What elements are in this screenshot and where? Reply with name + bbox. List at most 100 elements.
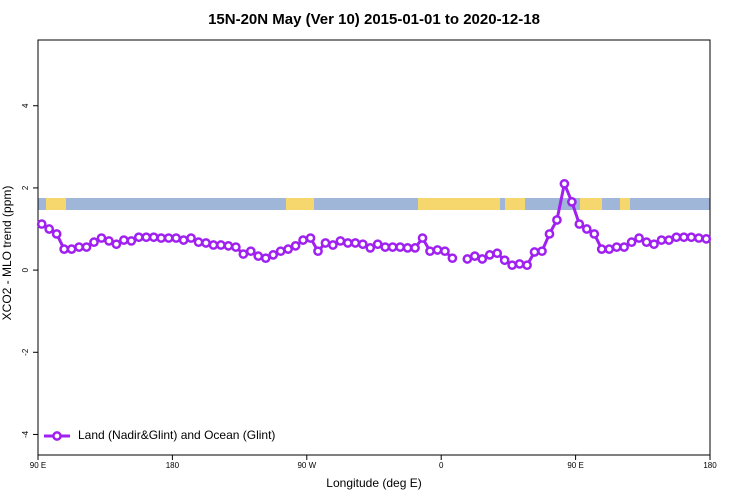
data-point [492, 248, 503, 259]
data-point [514, 259, 525, 269]
data-point [626, 237, 637, 248]
data-point [372, 239, 383, 250]
data-point [290, 241, 301, 251]
data-point [163, 233, 174, 243]
data-point [216, 240, 226, 250]
data-point [499, 255, 510, 266]
data-point [432, 245, 443, 255]
x-tick-label: 180 [166, 461, 180, 470]
plot-frame [37, 39, 711, 456]
data-point [477, 254, 488, 264]
data-point [328, 240, 338, 250]
data-point [231, 242, 241, 252]
data-point [223, 241, 234, 251]
data-point [664, 235, 674, 245]
data-point [686, 232, 697, 243]
data-point [619, 242, 629, 252]
data-point [104, 236, 114, 246]
data-point [119, 235, 129, 245]
data-point [201, 238, 211, 248]
data-point [313, 246, 323, 257]
data-point [126, 236, 137, 246]
data-point [656, 235, 667, 245]
data-point [133, 232, 144, 243]
data-point [596, 244, 607, 254]
data-point [537, 246, 547, 257]
y-tick-label: 4 [21, 103, 30, 108]
data-point [544, 229, 555, 239]
data-point [649, 239, 659, 250]
data-point [581, 224, 592, 234]
data-point [111, 239, 122, 250]
data-point [462, 254, 473, 264]
data-point [507, 260, 517, 271]
data-point [260, 253, 271, 264]
data-point [693, 233, 704, 243]
data-point [529, 247, 540, 257]
data-point [208, 240, 219, 250]
data-point [148, 232, 159, 243]
data-point [425, 246, 435, 257]
data-point [81, 242, 92, 252]
legend-label: Land (Nadir&Glint) and Ocean (Glint) [78, 428, 275, 442]
data-point [589, 229, 600, 239]
data-point [156, 233, 167, 243]
data-point [186, 233, 196, 243]
data-point [447, 253, 458, 264]
data-point [641, 237, 652, 248]
x-tick-label: 90 E [567, 461, 583, 470]
data-point [365, 243, 376, 253]
data-point [387, 242, 398, 252]
data-point [51, 229, 62, 239]
data-point [440, 246, 450, 257]
data-point [671, 232, 682, 243]
x-axis-label: Longitude (deg E) [326, 476, 421, 490]
data-point [574, 219, 585, 229]
y-tick-label: -4 [21, 430, 30, 438]
x-tick-label: 180 [703, 461, 717, 470]
data-point [335, 236, 346, 246]
y-axis-label: XCO2 - MLO trend (ppm) [0, 186, 14, 321]
data-point [634, 233, 644, 243]
data-point [275, 246, 286, 257]
y-tick-label: -2 [21, 348, 30, 356]
data-point [268, 250, 279, 260]
data-point [74, 242, 84, 252]
data-point [89, 237, 99, 248]
data-point [320, 238, 331, 248]
data-point [305, 233, 316, 243]
y-tick-label: 2 [21, 185, 30, 190]
data-point [36, 219, 47, 229]
y-tick-label: 0 [21, 267, 30, 272]
data-point [178, 235, 189, 245]
map-strip [38, 198, 710, 210]
data-point [410, 243, 420, 253]
data-point [469, 251, 480, 261]
data-point [44, 224, 55, 234]
data-point [357, 239, 368, 250]
data-point [253, 251, 264, 261]
data-point [245, 246, 256, 257]
data-point [96, 233, 107, 243]
chart-title: 15N-20N May (Ver 10) 2015-01-01 to 2020-… [208, 11, 540, 28]
data-point [559, 178, 570, 189]
data-point [402, 243, 413, 253]
data-point [141, 232, 152, 243]
data-point [417, 233, 428, 243]
data-point [66, 244, 77, 254]
data-point [380, 242, 391, 252]
data-point [298, 235, 308, 245]
x-tick-label: 90 E [30, 461, 46, 470]
x-tick-label: 0 [439, 461, 444, 470]
data-point [395, 242, 405, 252]
data-point [484, 250, 495, 260]
data-point [604, 244, 615, 254]
data-point [552, 215, 562, 225]
data-point [611, 242, 622, 252]
data-point [283, 244, 293, 254]
data-point [193, 237, 204, 248]
data-point [522, 260, 532, 271]
x-tick-label: 90 W [297, 461, 316, 470]
data-point [171, 233, 181, 243]
